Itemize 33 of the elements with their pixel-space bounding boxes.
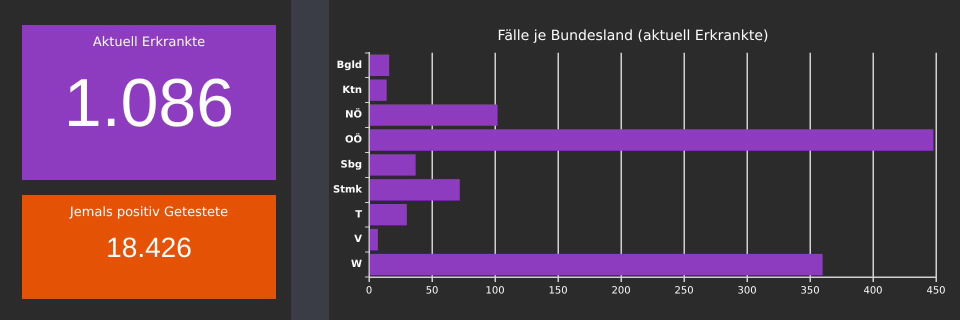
text: Aktuell Erkrankte — [92, 35, 206, 50]
x-tick-label: 100 — [485, 286, 505, 297]
bar — [370, 254, 823, 276]
bar — [370, 154, 416, 176]
chart-title: Fälle je Bundesland (aktuell Erkrankte) — [498, 28, 768, 44]
bar — [370, 204, 407, 226]
y-tick-label: Stmk — [332, 184, 362, 196]
text: 18.426 — [105, 232, 193, 264]
bar — [370, 179, 460, 201]
y-tick-label: NÖ — [345, 108, 362, 121]
y-tick-label: W — [351, 259, 362, 270]
bar — [370, 54, 390, 76]
text: Jemals positiv Getestete — [68, 205, 230, 220]
x-tick-label: 450 — [926, 286, 946, 297]
bar — [370, 129, 934, 151]
bar — [370, 228, 378, 250]
x-tick-label: 200 — [611, 286, 631, 297]
x-tick-label: 300 — [737, 286, 757, 297]
x-tick-label: 50 — [426, 286, 438, 297]
y-tick-label: Ktn — [342, 84, 362, 96]
x-tick-label: 0 — [366, 286, 372, 297]
y-tick-label: OÖ — [345, 132, 362, 146]
x-tick-label: 250 — [674, 286, 694, 297]
y-tick-label: Bgld — [336, 60, 362, 71]
x-tick-label: 150 — [548, 286, 568, 297]
y-tick-label: Sbg — [340, 159, 362, 170]
y-tick-label: V — [354, 234, 362, 246]
bar — [370, 79, 387, 101]
x-tick-label: 400 — [863, 286, 883, 297]
bar — [370, 104, 498, 126]
y-tick-label: T — [355, 209, 362, 220]
x-tick-label: 350 — [800, 286, 820, 297]
text: 1.086 — [62, 64, 236, 142]
